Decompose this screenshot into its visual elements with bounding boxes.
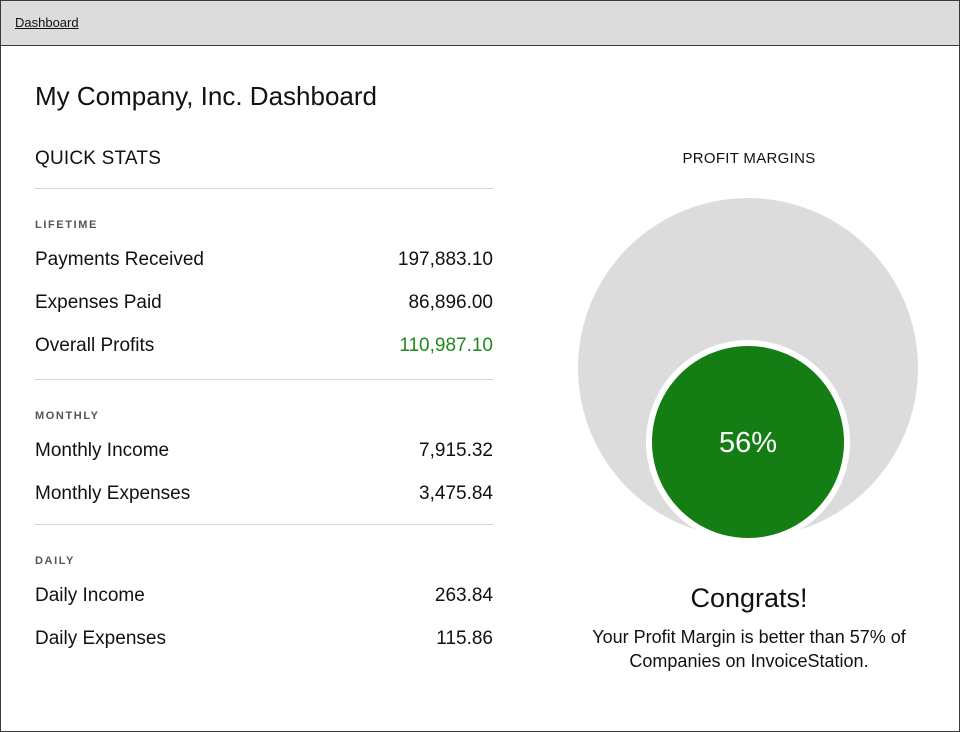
quick-stats-heading: QUICK STATS <box>35 148 162 169</box>
stat-row-payments-received: Payments Received 197,883.10 <box>35 249 493 292</box>
stat-value: 7,915.32 <box>419 440 493 461</box>
congrats-message: Your Profit Margin is better than 57% of… <box>541 625 957 673</box>
stat-label: Monthly Expenses <box>35 483 191 504</box>
stat-value: 3,475.84 <box>419 483 493 504</box>
stat-value: 197,883.10 <box>397 249 493 270</box>
stat-value-positive: 110,987.10 <box>399 335 493 356</box>
dashboard-link[interactable]: Dashboard <box>15 15 79 30</box>
stat-label: Overall Profits <box>35 335 155 356</box>
stat-row-overall-profits: Overall Profits 110,987.10 <box>35 335 493 365</box>
congrats-line-2: Companies on InvoiceStation. <box>629 651 869 671</box>
stat-label: Expenses Paid <box>35 292 162 313</box>
stat-row-daily-income: Daily Income 263.84 <box>35 585 493 628</box>
stat-row-expenses-paid: Expenses Paid 86,896.00 <box>35 292 493 335</box>
stat-label: Payments Received <box>35 249 204 270</box>
stat-row-daily-expenses: Daily Expenses 115.86 <box>35 628 493 671</box>
divider <box>35 524 493 525</box>
profit-margins-panel: PROFIT MARGINS 56% Congrats! Your Profit… <box>541 147 957 671</box>
divider <box>35 188 493 189</box>
stat-value: 86,896.00 <box>408 292 493 313</box>
stat-row-monthly-income: Monthly Income 7,915.32 <box>35 440 493 483</box>
group-label-lifetime: LIFETIME <box>35 219 98 231</box>
congrats-title: Congrats! <box>690 583 808 613</box>
page-title: My Company, Inc. Dashboard <box>35 81 377 111</box>
group-label-monthly: MONTHLY <box>35 410 100 422</box>
stat-row-monthly-expenses: Monthly Expenses 3,475.84 <box>35 483 493 513</box>
quick-stats-panel: QUICK STATS LIFETIME Payments Received 1… <box>35 147 493 671</box>
stat-value: 263.84 <box>434 585 493 606</box>
top-nav-bar: Dashboard <box>1 1 959 46</box>
stat-value: 115.86 <box>436 628 493 649</box>
profit-margin-value: 56% <box>719 427 777 459</box>
group-label-daily: DAILY <box>35 555 75 567</box>
divider <box>35 379 493 380</box>
profit-margin-chart: 56% <box>578 198 918 541</box>
profit-margins-heading: PROFIT MARGINS <box>682 150 816 167</box>
congrats-line-1: Your Profit Margin is better than 57% of <box>592 627 906 647</box>
stat-label: Daily Income <box>35 585 145 606</box>
stat-label: Daily Expenses <box>35 628 166 649</box>
stat-label: Monthly Income <box>35 440 170 461</box>
inner-circle <box>652 346 844 538</box>
